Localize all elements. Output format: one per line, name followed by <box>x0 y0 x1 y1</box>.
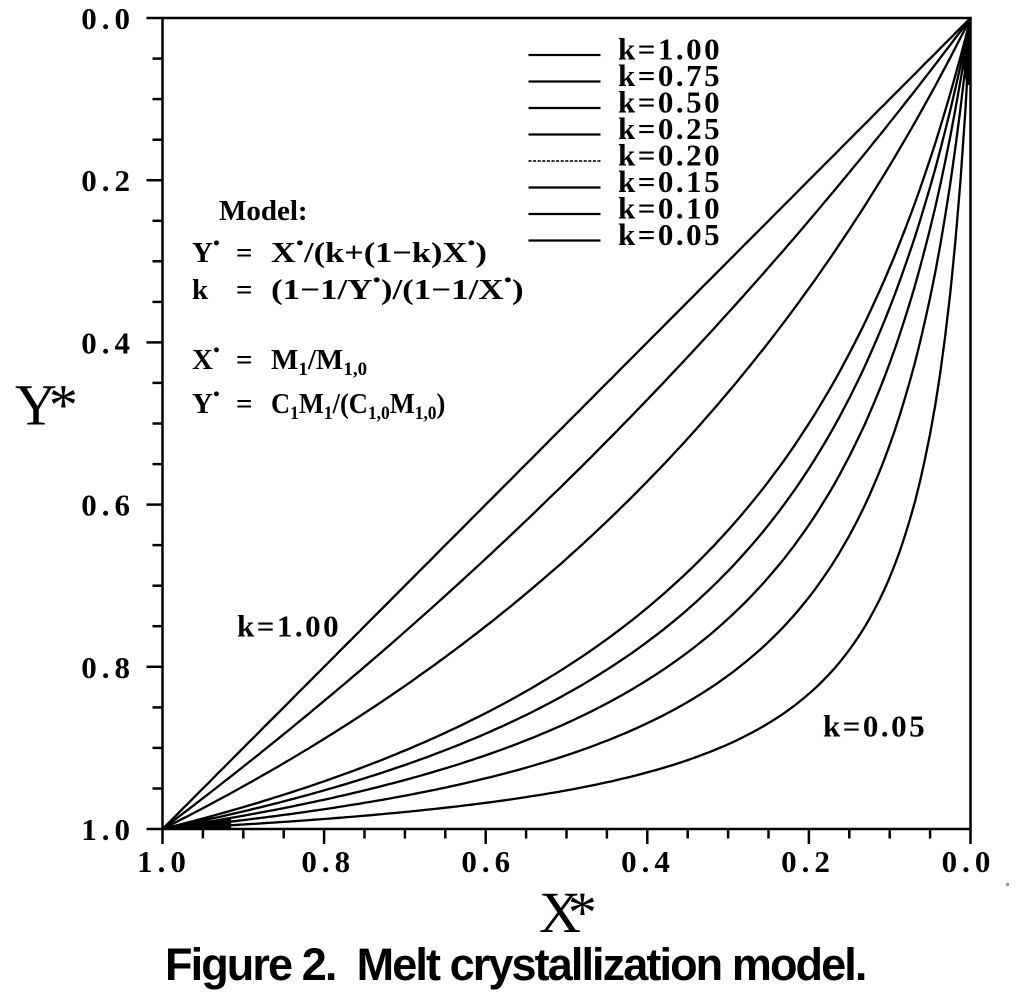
svg-text:0.2: 0.2 <box>81 163 135 198</box>
svg-text:k=0.15: k=0.15 <box>618 164 722 199</box>
svg-text:(1−1/Y●)/(1−1/X●): (1−1/Y●)/(1−1/X●) <box>271 273 524 306</box>
svg-text:1.0: 1.0 <box>81 812 135 847</box>
svg-text:0.4: 0.4 <box>81 325 135 360</box>
svg-text:k=0.05: k=0.05 <box>618 217 722 252</box>
svg-text:k=0.25: k=0.25 <box>618 111 722 146</box>
svg-text:0.8: 0.8 <box>301 844 355 879</box>
svg-text:k=: k = <box>192 274 253 306</box>
svg-text:M1/M1,0: M1/M1,0 <box>271 344 367 380</box>
svg-text:0.6: 0.6 <box>81 488 135 523</box>
svg-text:0.0: 0.0 <box>942 844 996 879</box>
svg-text:0.6: 0.6 <box>461 844 515 879</box>
svg-text:X●/(k+(1−k)X●): X●/(k+(1−k)X●) <box>271 236 487 268</box>
svg-text:Y●=: Y● = <box>192 237 253 269</box>
svg-text:Model:: Model: <box>219 195 308 227</box>
svg-text:1.0: 1.0 <box>137 844 191 879</box>
svg-text:k=0.75: k=0.75 <box>618 58 722 93</box>
svg-text:Figure 2. Melt crystallizatio: Figure 2. Melt crystallization model. <box>165 939 865 990</box>
svg-text:X*: X* <box>539 880 597 945</box>
svg-text:Y●=: Y● = <box>192 388 253 420</box>
svg-text:k=1.00: k=1.00 <box>237 609 341 644</box>
svg-text:Y*: Y* <box>15 373 78 438</box>
svg-text:0.8: 0.8 <box>81 650 135 685</box>
svg-text:0.0: 0.0 <box>81 1 135 36</box>
svg-text:X●=: X● = <box>192 344 253 376</box>
svg-text:k=0.05: k=0.05 <box>823 709 927 744</box>
svg-text:k=0.10: k=0.10 <box>618 191 722 226</box>
svg-text:0.4: 0.4 <box>621 844 675 879</box>
svg-text:k=0.50: k=0.50 <box>618 85 722 120</box>
svg-text:k=1.00: k=1.00 <box>618 32 722 67</box>
svg-text:k=0.20: k=0.20 <box>618 138 722 173</box>
svg-text:0.2: 0.2 <box>781 844 835 879</box>
svg-text:C1M1/(C1,0M1,0): C1M1/(C1,0M1,0) <box>271 388 445 423</box>
